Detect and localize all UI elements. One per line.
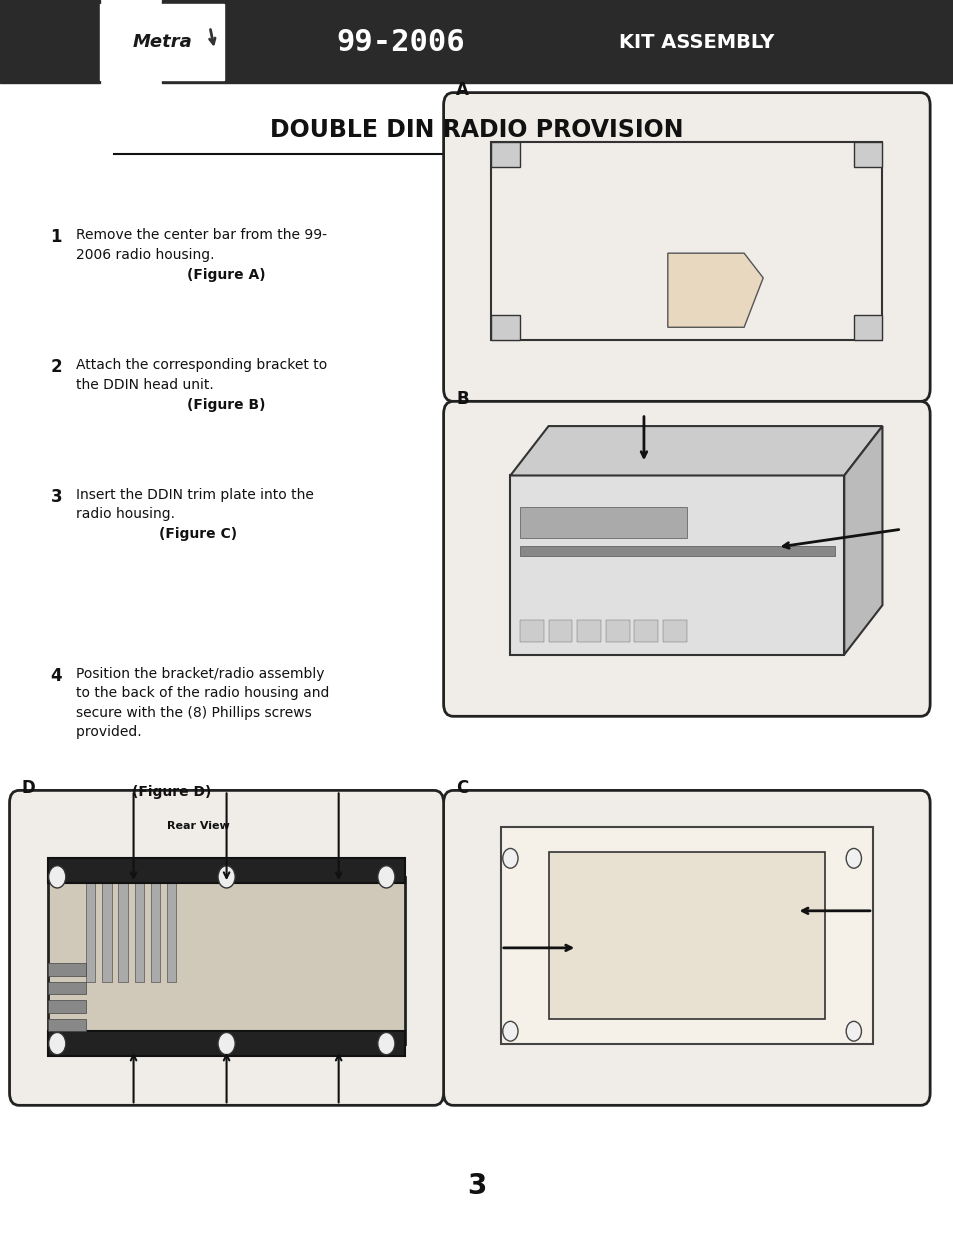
Circle shape [49, 1032, 66, 1055]
Bar [151, 881, 160, 982]
Text: 4: 4 [51, 667, 62, 685]
Circle shape [217, 866, 234, 888]
Bar [662, 620, 686, 642]
Text: D: D [22, 778, 35, 797]
Bar [519, 620, 543, 642]
Bar [48, 1031, 405, 1056]
Text: 3: 3 [51, 488, 62, 506]
Bar [491, 142, 882, 340]
Text: (Figure C): (Figure C) [159, 527, 237, 541]
FancyBboxPatch shape [443, 790, 929, 1105]
Bar [86, 881, 95, 982]
Bar [510, 475, 843, 655]
Text: Position the bracket/radio assembly
to the back of the radio housing and
secure : Position the bracket/radio assembly to t… [76, 667, 330, 740]
Bar [519, 508, 686, 538]
Bar [48, 963, 86, 976]
FancyBboxPatch shape [443, 401, 929, 716]
Circle shape [377, 866, 395, 888]
Circle shape [377, 1032, 395, 1055]
Circle shape [49, 866, 66, 888]
Bar [100, 4, 224, 80]
Bar [162, 0, 953, 83]
Bar [48, 1000, 86, 1013]
Circle shape [502, 1021, 517, 1041]
Text: B: B [456, 389, 468, 408]
Bar [118, 881, 128, 982]
Bar [548, 620, 572, 642]
Bar [853, 315, 882, 340]
FancyBboxPatch shape [443, 93, 929, 401]
Circle shape [502, 848, 517, 868]
Text: Remove the center bar from the 99-
2006 radio housing.: Remove the center bar from the 99- 2006 … [76, 228, 327, 262]
Bar [48, 858, 405, 883]
Polygon shape [843, 426, 882, 655]
Bar [634, 620, 658, 642]
Text: 1: 1 [51, 228, 62, 247]
Bar [577, 620, 600, 642]
Text: DOUBLE DIN RADIO PROVISION: DOUBLE DIN RADIO PROVISION [270, 117, 683, 142]
Text: Attach the corresponding bracket to
the DDIN head unit.: Attach the corresponding bracket to the … [76, 358, 327, 391]
Text: 2: 2 [51, 358, 62, 377]
Bar [134, 881, 144, 982]
Bar [500, 827, 872, 1044]
Bar [605, 620, 629, 642]
Text: Insert the DDIN trim plate into the
radio housing.: Insert the DDIN trim plate into the radi… [76, 488, 314, 521]
Bar [853, 142, 882, 167]
Text: (Figure D): (Figure D) [132, 785, 211, 799]
Bar [167, 881, 176, 982]
Text: KIT ASSEMBLY: KIT ASSEMBLY [618, 32, 773, 52]
Text: 3: 3 [467, 1172, 486, 1199]
Text: Rear View: Rear View [167, 821, 229, 831]
Polygon shape [510, 426, 882, 475]
Text: Metra: Metra [132, 33, 192, 51]
Text: 99-2006: 99-2006 [336, 27, 464, 57]
FancyBboxPatch shape [10, 790, 443, 1105]
Circle shape [845, 848, 861, 868]
Bar [48, 1019, 86, 1031]
Circle shape [845, 1021, 861, 1041]
Text: C: C [456, 778, 468, 797]
Text: (Figure A): (Figure A) [187, 268, 265, 282]
Circle shape [217, 1032, 234, 1055]
Bar [491, 315, 519, 340]
Bar [519, 546, 834, 556]
Bar [48, 982, 86, 994]
Bar [548, 852, 824, 1019]
Bar [0, 0, 100, 83]
Bar [491, 142, 519, 167]
Text: A: A [456, 80, 468, 99]
Bar [48, 877, 405, 1044]
Bar [102, 881, 112, 982]
Text: (Figure B): (Figure B) [187, 398, 265, 411]
Polygon shape [667, 253, 762, 327]
